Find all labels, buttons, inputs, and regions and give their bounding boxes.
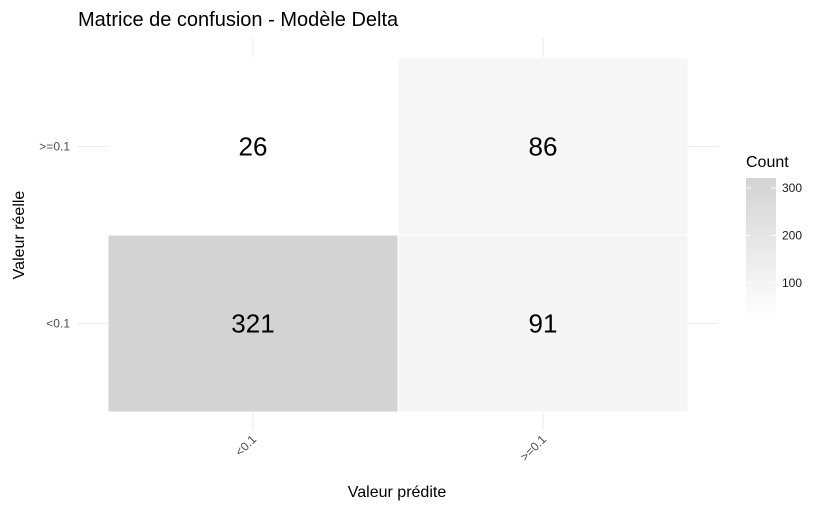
legend-tick-label: 100 — [782, 276, 802, 290]
legend-colorbar — [746, 178, 776, 318]
y-axis-title: Valeur réelle — [11, 191, 28, 280]
cell-value-label: 321 — [231, 309, 274, 339]
cell-value-label: 91 — [529, 309, 558, 339]
chart-title: Matrice de confusion - Modèle Delta — [78, 9, 399, 31]
legend-tick-label: 300 — [782, 181, 802, 195]
y-tick-label: <0.1 — [46, 317, 70, 331]
x-tick-label: <0.1 — [232, 432, 259, 459]
heatmap-cell — [107, 234, 399, 413]
legend-ticks: 100 200 300 — [746, 181, 802, 290]
x-axis-ticks: <0.1 >=0.1 — [232, 432, 549, 464]
x-axis-title: Valeur prédite — [348, 484, 447, 501]
cell-labels: 26 86 321 91 — [231, 132, 557, 339]
y-tick-label: >=0.1 — [39, 140, 70, 154]
legend-tick-label: 200 — [782, 228, 802, 242]
y-axis-ticks: <0.1 >=0.1 — [39, 140, 70, 331]
cell-value-label: 26 — [239, 132, 268, 162]
heatmap-cell — [397, 234, 689, 413]
legend-title: Count — [746, 154, 789, 171]
heatmap-cell — [107, 57, 399, 236]
cell-value-label: 86 — [529, 132, 558, 162]
legend: Count 100 200 300 — [746, 154, 802, 318]
heatmap-cells — [107, 57, 689, 413]
x-tick-label: >=0.1 — [518, 432, 550, 464]
